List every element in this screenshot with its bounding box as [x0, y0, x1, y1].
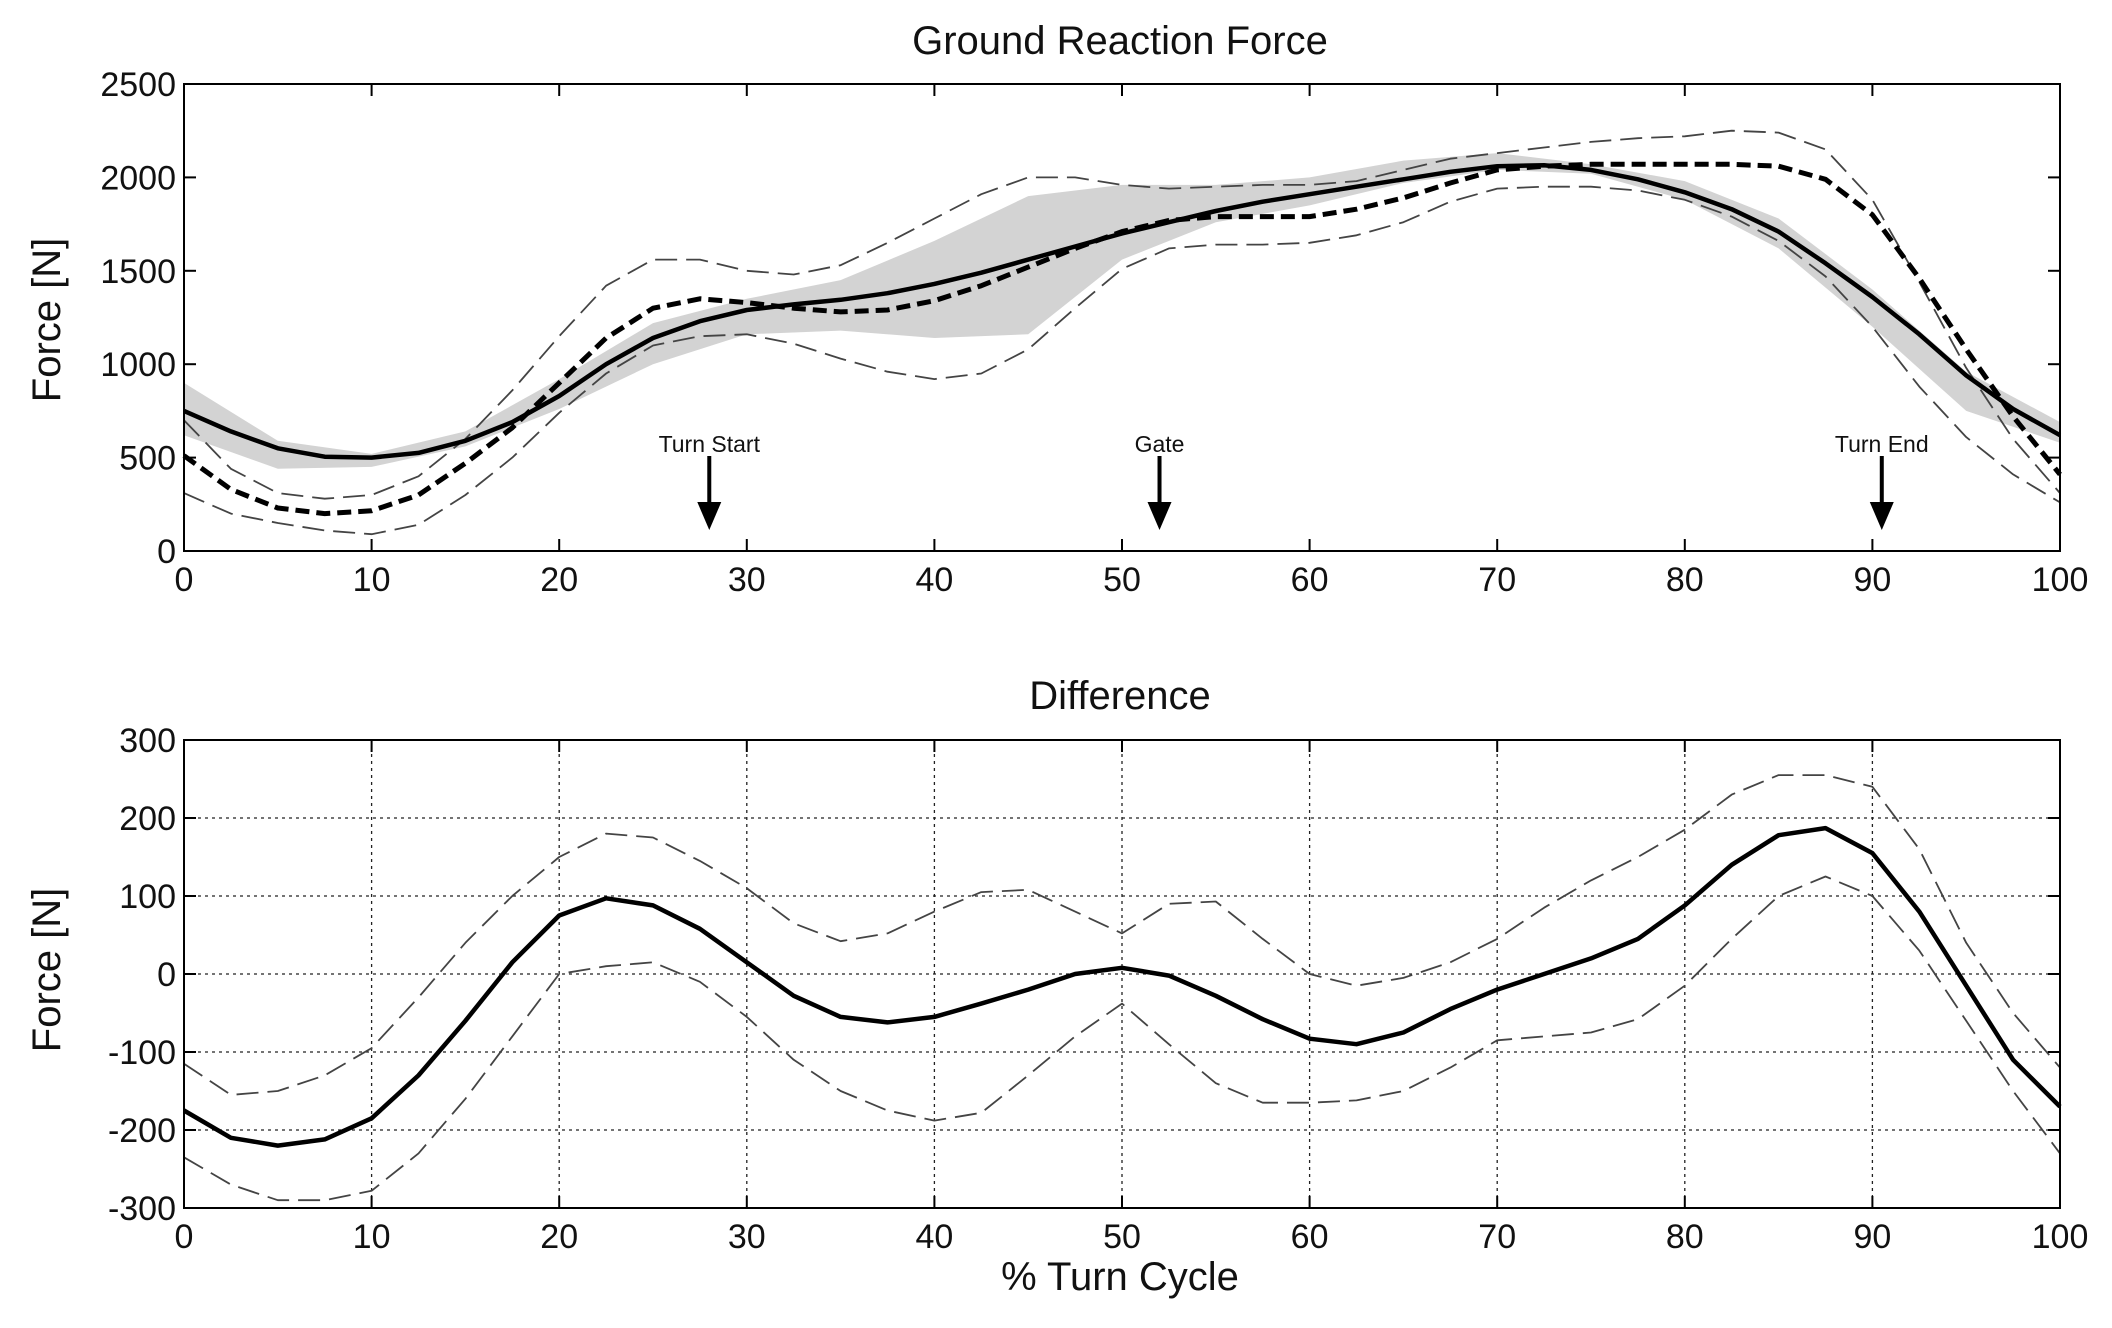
difference-x-tick-label: 10 [353, 1218, 391, 1256]
grf-x-tick-label: 80 [1666, 561, 1704, 599]
grf-series-mean-line [183, 163, 2062, 460]
grf-variability-band [184, 153, 2060, 469]
difference-x-tick-label: 40 [915, 1218, 953, 1256]
difference-y-tick-label: -300 [108, 1190, 176, 1228]
difference-y-axis-label: Force [N] [25, 888, 69, 1052]
difference-y-tick-label: -100 [108, 1034, 176, 1072]
grf-series-lower-line [183, 185, 2061, 536]
grf-x-tick-label: 20 [540, 561, 578, 599]
difference-x-tick-label: 30 [728, 1218, 766, 1256]
grf-panel: Ground Reaction Force Force [N] 0 10 20 30 4… [25, 19, 2088, 599]
grf-x-tick-label: 0 [175, 561, 194, 599]
x-axis-label: % Turn Cycle [1001, 1255, 1239, 1299]
grf-series-upper-line [183, 129, 2061, 500]
grf-y-tick-label: 2000 [100, 159, 176, 197]
grf-x-tick-label: 50 [1103, 561, 1141, 599]
grf-annotation-turn-end-label: Turn End [1835, 431, 1929, 457]
difference-series-difference-line [182, 825, 2062, 1148]
grf-y-tick-label: 2500 [100, 66, 176, 104]
difference-panel: Difference Force [N] 0 10 20 30 40 50 60 70 80 90… [25, 674, 2088, 1256]
grf-annotation-turn-end-arrow-head [1869, 502, 1894, 530]
grf-y-tick-label: 500 [119, 440, 176, 478]
grf-x-tick-label: 10 [353, 561, 391, 599]
difference-y-tick-label: 100 [119, 878, 176, 916]
grf-x-tick-label: 90 [1853, 561, 1891, 599]
grf-annotation-gate-arrow-head [1147, 502, 1172, 530]
difference-x-tick-label: 100 [2032, 1218, 2089, 1256]
grf-x-tick-label: 60 [1291, 561, 1329, 599]
grf-annotation-turn-start-label: Turn Start [659, 431, 761, 457]
difference-x-tick-label: 90 [1853, 1218, 1891, 1256]
difference-x-tick-label: 0 [175, 1218, 194, 1256]
grf-annotation-turn-start-arrow-head [697, 502, 722, 530]
grf-chart-title: Ground Reaction Force [912, 19, 1328, 63]
difference-series-upper-line [183, 774, 2061, 1096]
difference-x-tick-label: 70 [1478, 1218, 1516, 1256]
grf-x-tick-label: 100 [2032, 561, 2089, 599]
difference-series-lower-line [183, 875, 2061, 1202]
difference-x-tick-label: 20 [540, 1218, 578, 1256]
difference-chart-title: Difference [1029, 674, 1211, 718]
difference-y-tick-label: 0 [157, 956, 176, 994]
difference-x-tick-label: 80 [1666, 1218, 1704, 1256]
grf-annotation-gate-label: Gate [1135, 431, 1185, 457]
grf-y-axis-label: Force [N] [25, 238, 69, 402]
difference-y-tick-label: 200 [119, 800, 176, 838]
grf-x-tick-label: 40 [915, 561, 953, 599]
grf-y-tick-label: 1000 [100, 346, 176, 384]
grf-x-tick-label: 30 [728, 561, 766, 599]
difference-x-tick-label: 50 [1103, 1218, 1141, 1256]
difference-y-tick-label: 300 [119, 722, 176, 760]
grf-y-tick-label: 1500 [100, 253, 176, 291]
grf-x-tick-label: 70 [1478, 561, 1516, 599]
difference-y-tick-label: -200 [108, 1112, 176, 1150]
grf-y-tick-label: 0 [157, 533, 176, 571]
difference-x-tick-label: 60 [1291, 1218, 1329, 1256]
